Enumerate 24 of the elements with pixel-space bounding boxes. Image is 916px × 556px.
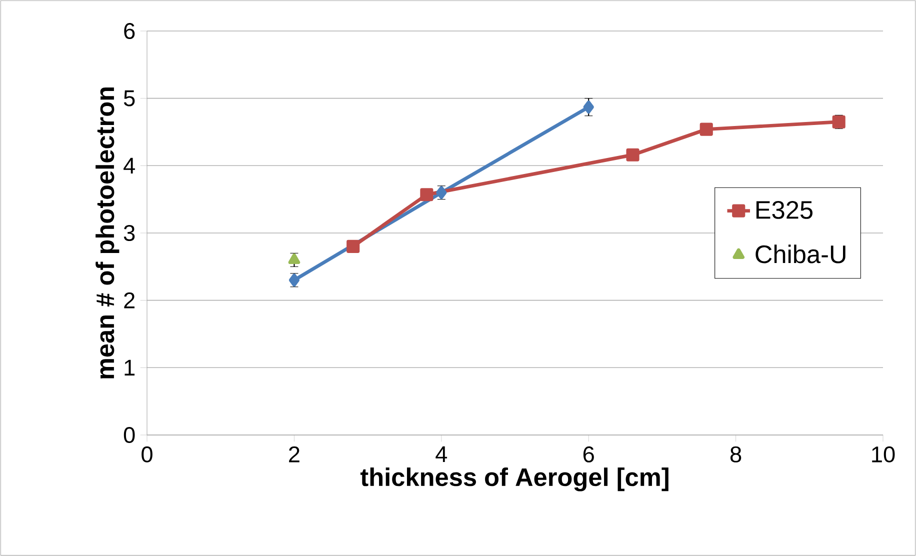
legend-label: E325 bbox=[756, 200, 812, 219]
x-tick-label: 6 bbox=[583, 446, 594, 462]
x-tick-label: 8 bbox=[730, 446, 742, 462]
y-axis-title: mean # of photoelectron bbox=[96, 87, 120, 378]
point bbox=[832, 115, 846, 128]
point bbox=[583, 100, 594, 114]
y-tick-label: 2 bbox=[124, 292, 134, 308]
x-tick-label: 10 bbox=[872, 446, 895, 462]
x-tick-label: 4 bbox=[436, 446, 448, 462]
y-tick-label: 6 bbox=[124, 22, 135, 40]
point bbox=[346, 240, 360, 253]
y-tick-label: 3 bbox=[124, 224, 135, 242]
point bbox=[626, 148, 640, 162]
point bbox=[420, 188, 434, 202]
x-axis-title: thickness of Aerogel [cm] bbox=[360, 468, 668, 492]
x-tick-label: 2 bbox=[289, 446, 300, 462]
legend-label: Chiba-U bbox=[756, 244, 846, 264]
y-tick-label: 0 bbox=[124, 426, 135, 444]
y-tick-label: 1 bbox=[124, 360, 135, 376]
x-tick-label: 0 bbox=[142, 446, 152, 462]
point bbox=[288, 253, 300, 264]
point bbox=[700, 122, 713, 136]
y-tick-label: 5 bbox=[124, 90, 135, 106]
y-tick-label: 4 bbox=[124, 158, 135, 174]
